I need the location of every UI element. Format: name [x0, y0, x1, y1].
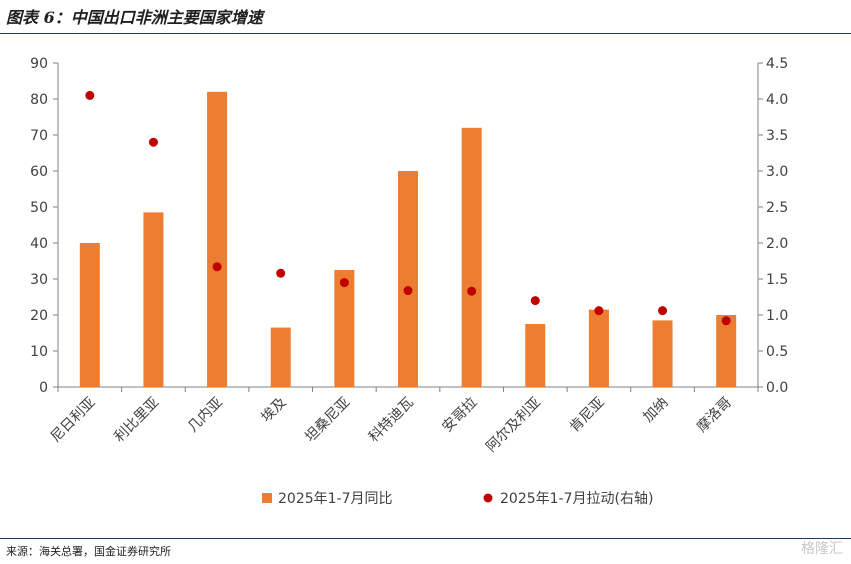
- watermark-logo: 格隆汇: [801, 541, 843, 557]
- left-tick-label: 60: [30, 164, 48, 180]
- dot-point: [148, 137, 158, 147]
- title-rule: [0, 33, 851, 34]
- right-tick-label: 2.5: [766, 200, 788, 216]
- dot-point: [276, 268, 286, 278]
- right-tick-label: 0.5: [766, 344, 788, 360]
- category-label: 坦桑尼亚: [302, 395, 353, 446]
- left-tick-label: 80: [30, 92, 48, 108]
- dot-point: [530, 296, 540, 306]
- left-tick-label: 10: [30, 344, 48, 360]
- bar: [525, 324, 546, 387]
- source-note: 来源：海关总署，国金证券研究所: [6, 545, 171, 558]
- bar: [270, 327, 291, 387]
- left-tick-label: 70: [30, 128, 48, 144]
- right-tick-label: 1.0: [766, 308, 788, 324]
- dot-point: [212, 262, 222, 272]
- category-label: 摩洛哥: [693, 394, 735, 436]
- category-label: 埃及: [258, 395, 289, 426]
- category-label: 安哥拉: [439, 395, 480, 436]
- category-label: 肯尼亚: [567, 395, 608, 436]
- bar: [398, 171, 418, 387]
- chart-title: 图表 6：中国出口非洲主要国家增速: [6, 8, 263, 27]
- bar: [652, 320, 673, 387]
- right-tick-label: 3.0: [766, 164, 788, 180]
- bar: [588, 309, 609, 387]
- legend-dot-swatch: [483, 493, 493, 503]
- bar: [334, 270, 355, 387]
- dot-series: [85, 90, 731, 326]
- left-tick-label: 30: [30, 272, 48, 288]
- right-tick-label: 4.5: [766, 56, 788, 72]
- dot-point: [339, 278, 349, 288]
- legend-bar-swatch: [262, 493, 272, 503]
- bar: [143, 212, 164, 387]
- category-label: 尼日利亚: [48, 395, 99, 446]
- dot-point: [403, 286, 413, 296]
- bar: [716, 315, 737, 387]
- right-tick-label: 0.0: [766, 380, 788, 396]
- left-tick-label: 0: [39, 380, 48, 396]
- legend-bar-label: 2025年1-7月同比: [278, 491, 393, 507]
- bar: [79, 243, 100, 387]
- category-labels: 尼日利亚 利比里亚 几内亚 埃及 坦桑尼亚 科特迪瓦 安哥拉 阿尔及利亚 肯尼亚 加纳 摩洛哥: [48, 394, 735, 456]
- left-tick-label: 20: [30, 308, 48, 324]
- dot-point: [721, 316, 731, 326]
- dot-point: [594, 306, 604, 316]
- right-tick-label: 3.5: [766, 128, 788, 144]
- left-tick-label: 40: [30, 236, 48, 252]
- right-tick-label: 4.0: [766, 92, 788, 108]
- category-label: 利比里亚: [111, 395, 162, 446]
- dot-point: [658, 306, 668, 316]
- left-tick-label: 90: [30, 56, 48, 72]
- chart: 0 10 20 30 40 50 60 70 80 90 0.0 0.5 1.0 1.5 2.0 2.5 3.0…: [30, 56, 788, 507]
- right-tick-label: 1.5: [766, 272, 788, 288]
- category-label: 加纳: [640, 395, 671, 426]
- category-label: 科特迪瓦: [366, 395, 417, 446]
- bar-series: [79, 91, 737, 388]
- footer-rule: [0, 538, 851, 539]
- legend: 2025年1-7月同比 2025年1-7月拉动(右轴): [262, 491, 653, 507]
- right-tick-label: 2.0: [766, 236, 788, 252]
- category-label: 阿尔及利亚: [483, 395, 544, 456]
- bar: [461, 127, 482, 388]
- left-tick-label: 50: [30, 200, 48, 216]
- legend-dot-label: 2025年1-7月拉动(右轴): [500, 491, 653, 507]
- bar: [207, 91, 228, 388]
- dot-point: [467, 286, 477, 296]
- category-label: 几内亚: [185, 395, 226, 436]
- dot-point: [85, 90, 95, 100]
